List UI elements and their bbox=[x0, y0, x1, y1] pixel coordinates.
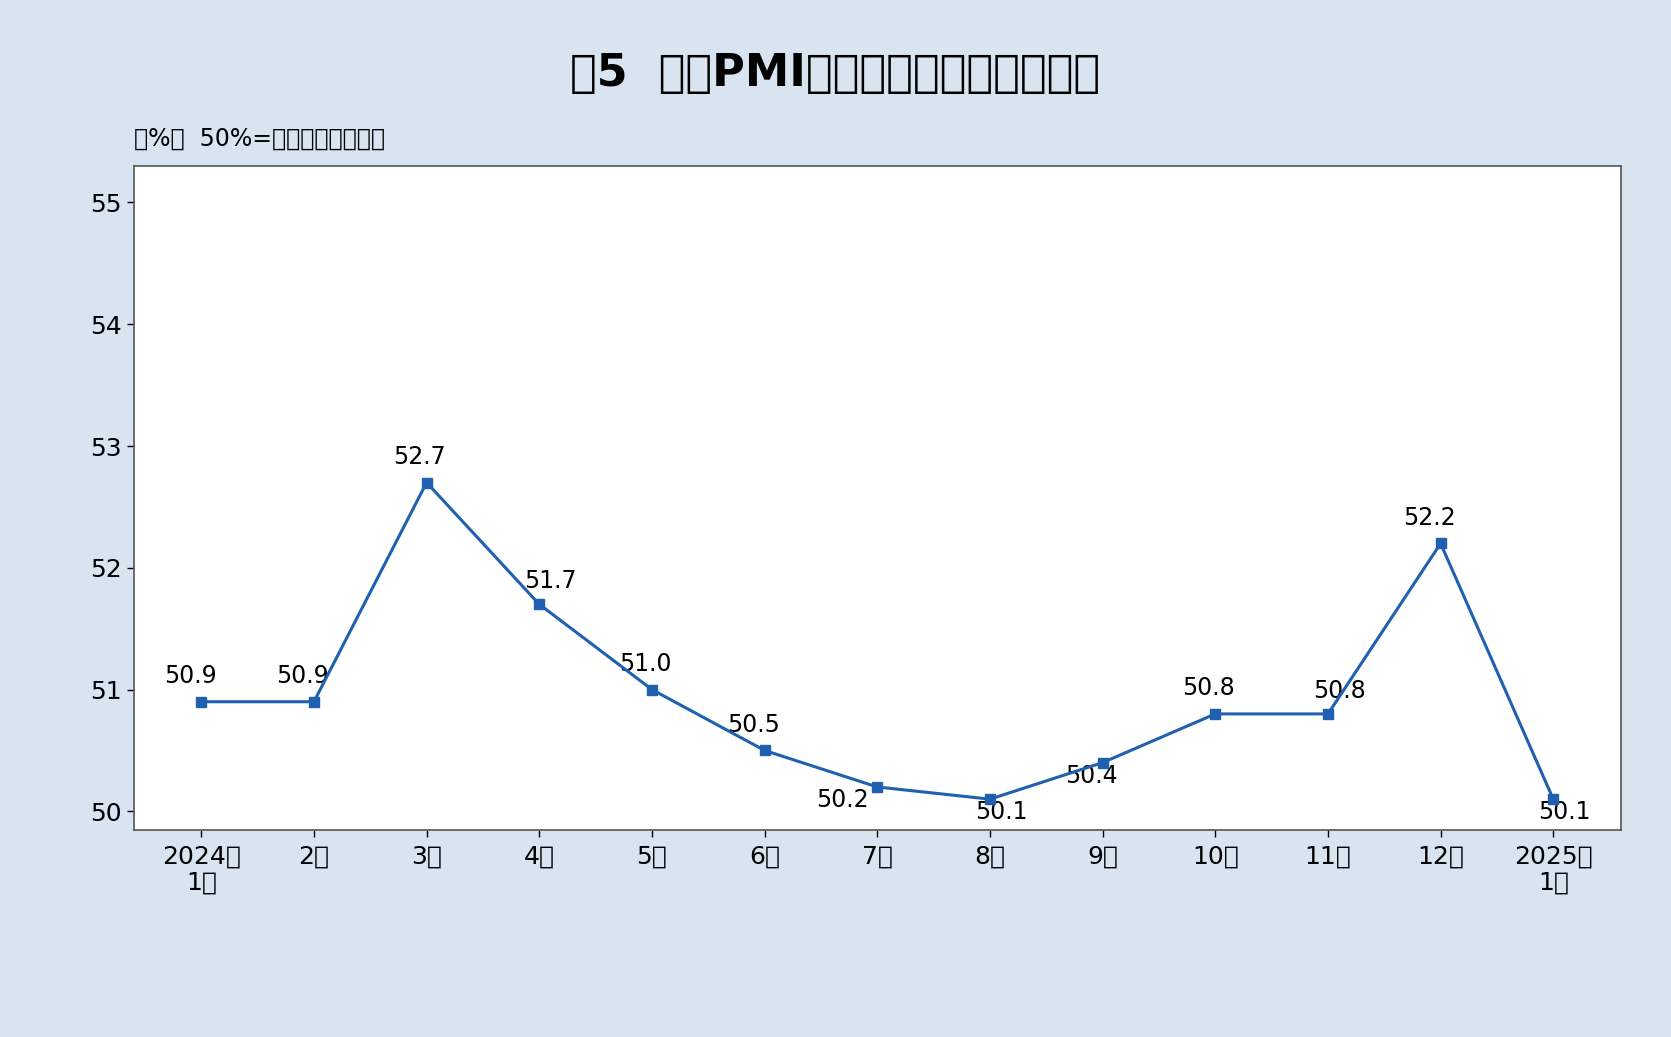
Text: 52.7: 52.7 bbox=[393, 445, 446, 469]
Text: 50.2: 50.2 bbox=[815, 788, 869, 812]
Text: 50.8: 50.8 bbox=[1313, 679, 1365, 703]
Text: 5月: 5月 bbox=[637, 844, 667, 868]
Text: 50.9: 50.9 bbox=[164, 664, 217, 688]
Text: 8月: 8月 bbox=[974, 844, 1006, 868]
Text: 50.1: 50.1 bbox=[974, 801, 1028, 824]
Text: 7月: 7月 bbox=[862, 844, 892, 868]
Text: 3月: 3月 bbox=[411, 844, 443, 868]
Text: 4月: 4月 bbox=[523, 844, 555, 868]
Text: 11月: 11月 bbox=[1305, 844, 1352, 868]
Text: 图5  综合PMI产出指数（经季节调整）: 图5 综合PMI产出指数（经季节调整） bbox=[570, 52, 1101, 94]
Text: 51.0: 51.0 bbox=[618, 651, 672, 676]
Text: 2025年: 2025年 bbox=[1514, 844, 1592, 868]
Text: 9月: 9月 bbox=[1088, 844, 1118, 868]
Text: 50.8: 50.8 bbox=[1181, 676, 1235, 700]
Text: 50.9: 50.9 bbox=[276, 664, 329, 688]
Text: （%）  50%=与上月比较无变化: （%） 50%=与上月比较无变化 bbox=[134, 127, 384, 150]
Text: 2月: 2月 bbox=[299, 844, 329, 868]
Text: 50.5: 50.5 bbox=[727, 712, 780, 736]
Text: 52.2: 52.2 bbox=[1404, 505, 1455, 530]
Text: 12月: 12月 bbox=[1417, 844, 1464, 868]
Text: 50.1: 50.1 bbox=[1537, 801, 1591, 824]
Text: 51.7: 51.7 bbox=[525, 569, 576, 593]
Text: 1月: 1月 bbox=[185, 871, 217, 895]
Text: 1月: 1月 bbox=[1537, 871, 1569, 895]
Text: 2024年: 2024年 bbox=[162, 844, 241, 868]
Text: 10月: 10月 bbox=[1191, 844, 1238, 868]
Text: 50.4: 50.4 bbox=[1064, 763, 1118, 788]
Text: 6月: 6月 bbox=[749, 844, 780, 868]
